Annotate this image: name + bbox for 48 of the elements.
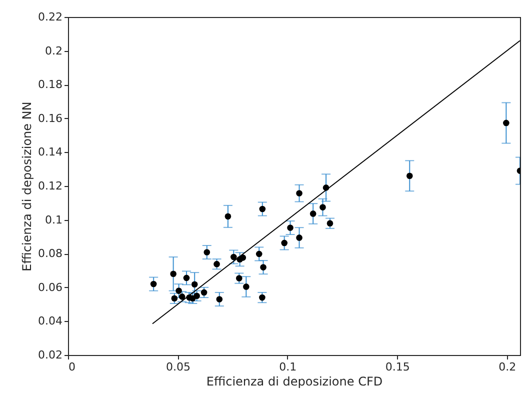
point — [259, 294, 266, 301]
point — [176, 288, 182, 294]
point — [256, 250, 262, 258]
x-tick-label: 0 — [68, 360, 76, 374]
y-tick-label: 0.18 — [38, 78, 62, 92]
y-tick-label: 0.1 — [45, 213, 62, 226]
point — [214, 260, 220, 268]
point — [178, 294, 186, 300]
point — [281, 240, 288, 246]
y-axis-title: Efficienza di deposizione NN — [20, 102, 34, 272]
point — [183, 274, 190, 282]
point — [240, 254, 246, 261]
y-tick-label: 0.06 — [38, 280, 62, 294]
point — [296, 190, 302, 196]
point — [503, 120, 510, 126]
point — [150, 280, 157, 288]
y-tick-label: 0.12 — [38, 180, 62, 192]
point — [259, 206, 266, 212]
point — [406, 172, 413, 180]
x-tick-label: 0.15 — [385, 360, 410, 374]
point — [170, 270, 176, 278]
point — [216, 296, 223, 302]
x-tick-label: 0.05 — [166, 360, 190, 374]
point — [320, 204, 326, 210]
x-tick-label: 0.2 — [498, 360, 516, 374]
point — [236, 275, 242, 282]
point — [326, 220, 334, 227]
x-axis-title: Efficienza di deposizione CFD — [206, 374, 383, 388]
y-tick-label: 0.08 — [38, 247, 62, 260]
y-tick-label: 0.22 — [38, 10, 62, 24]
point — [171, 295, 178, 302]
point — [191, 281, 198, 288]
point — [296, 234, 302, 241]
point — [194, 292, 200, 300]
x-tick-label: 0.1 — [279, 360, 297, 374]
y-tick-label: 0.02 — [38, 348, 62, 362]
y-tick-label: 0.04 — [38, 314, 62, 328]
y-tick-label: 0.14 — [38, 146, 62, 159]
point — [204, 249, 210, 256]
point — [243, 284, 250, 290]
y-tick-label: 0.2 — [45, 44, 62, 58]
y-tick-label: 0.16 — [38, 112, 62, 125]
point — [200, 289, 208, 296]
point — [224, 213, 232, 220]
point — [260, 264, 266, 270]
point — [310, 210, 316, 217]
point — [230, 254, 237, 260]
point — [287, 224, 294, 231]
